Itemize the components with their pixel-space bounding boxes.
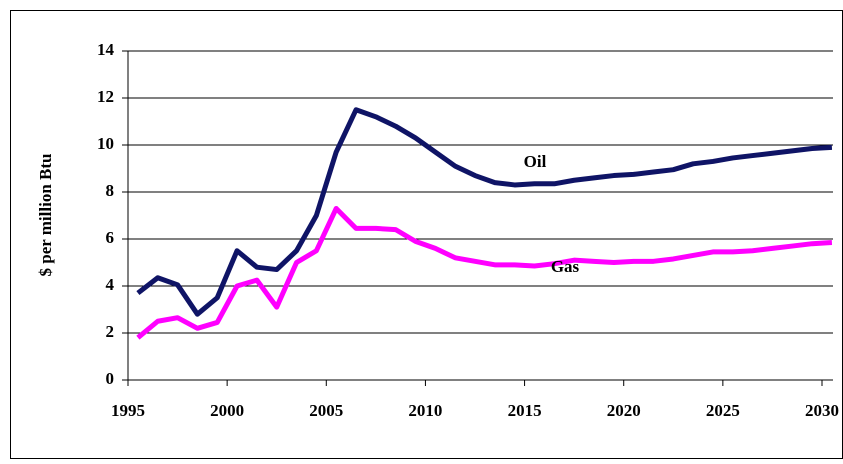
y-tick-label: 6: [106, 228, 115, 247]
y-tick-label: 10: [97, 134, 114, 153]
x-tick-label: 2000: [210, 401, 244, 420]
y-tick-label: 14: [97, 40, 115, 59]
x-tick-label: 2025: [706, 401, 740, 420]
x-tick-label: 1995: [111, 401, 145, 420]
series-label: Gas: [551, 257, 580, 276]
y-tick-label: 0: [106, 369, 115, 388]
y-tick-label: 2: [106, 322, 115, 341]
y-tick-label: 8: [106, 181, 115, 200]
y-axis-label: $ per million Btu: [36, 154, 55, 277]
series-line: [136, 107, 833, 317]
series-line: [136, 205, 833, 340]
x-tick-label: 2005: [309, 401, 343, 420]
chart-frame: [10, 10, 843, 459]
x-tick-label: 2010: [408, 401, 442, 420]
series-label: Oil: [524, 152, 547, 171]
x-tick-label: 2015: [508, 401, 542, 420]
y-tick-label: 12: [97, 87, 114, 106]
y-tick-label: 4: [106, 275, 115, 294]
x-tick-label: 2020: [607, 401, 641, 420]
x-tick-label: 2030: [805, 401, 839, 420]
